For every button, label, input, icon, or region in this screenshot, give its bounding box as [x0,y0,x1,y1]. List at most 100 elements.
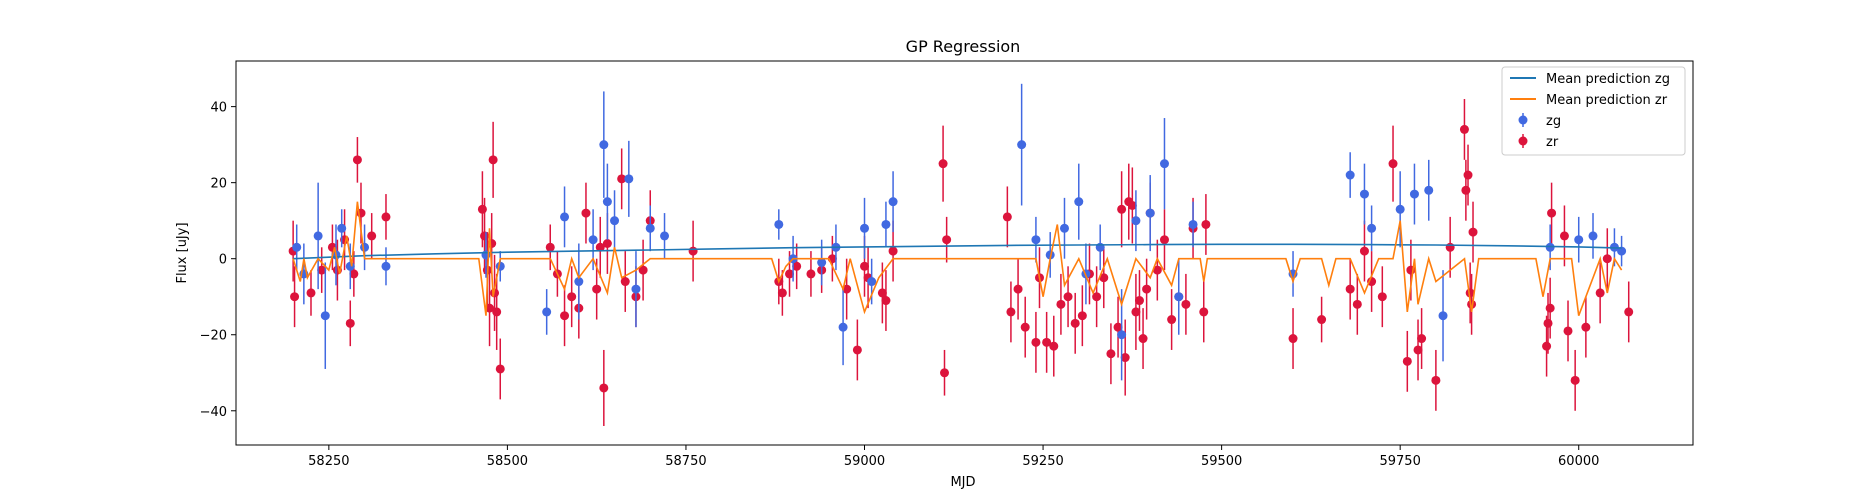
zr-data-point [785,269,795,279]
zg-data-point [337,223,347,233]
x-tick-label: 58750 [665,454,706,469]
zg-data-point [588,235,598,245]
zr-data-point [602,238,612,248]
zg-data-point [610,216,620,226]
zg-data-point [1367,223,1377,233]
zg-data-point [1395,204,1405,214]
zg-data-point [320,311,330,321]
zg-data-point [560,212,570,222]
zr-data-point [1117,204,1127,214]
zg-data-point [660,231,670,241]
zr-data-point [290,292,300,302]
zr-data-point [349,269,359,279]
zr-data-point [1106,349,1116,359]
zg-data-point [574,277,584,287]
zr-data-point [545,242,555,252]
zg-data-point [1159,159,1169,169]
legend-label-mean-zg: Mean prediction zg [1546,72,1670,87]
zr-data-point [1006,307,1016,317]
zg-data-point [631,284,641,294]
zr-data-point [688,246,698,256]
zr-data-point [495,364,505,374]
zg-data-point [1017,140,1027,150]
zr-data-point [1595,288,1605,298]
zr-data-point [1359,246,1369,256]
zr-data-point [888,246,898,256]
zr-data-point [1352,299,1362,309]
zg-data-point [1345,170,1355,180]
zg-data-point [1131,216,1141,226]
x-tick-label: 58500 [487,454,528,469]
zg-data-point [1174,292,1184,302]
zr-data-point [1468,227,1478,237]
zr-data-point [1377,292,1387,302]
zg-data-point [313,231,323,241]
series-line-mean-prediction-zg [293,243,1622,260]
zg-data-point [1438,311,1448,321]
zr-data-point [560,311,570,321]
zr-data-point [306,288,316,298]
legend: Mean prediction zg Mean prediction zr zg… [1501,66,1686,156]
zr-data-point [1467,299,1477,309]
zr-data-point [1134,296,1144,306]
zg-data-point [867,277,877,287]
zr-data-point [1181,299,1191,309]
zr-data-point [1445,242,1455,252]
zg-data-point [1424,185,1434,195]
zr-data-point [1547,208,1557,218]
zr-data-point [1431,375,1441,385]
zr-data-point [1459,124,1469,134]
zr-data-point [599,383,609,393]
plot-area [288,83,1634,426]
zg-data-point [1545,242,1555,252]
legend-label-mean-zr: Mean prediction zr [1546,93,1668,108]
zr-data-point [617,174,627,184]
zr-data-point [792,261,802,271]
zr-data-point [1113,322,1123,332]
x-tick-label: 59750 [1379,454,1420,469]
zr-data-point [1602,254,1612,264]
zr-data-point [1461,185,1471,195]
zg-data-point [360,242,370,252]
zg-data-point [292,242,302,252]
zg-data-point [624,174,634,184]
zr-data-point [1581,322,1591,332]
x-tick-label: 60000 [1558,454,1599,469]
zr-data-point [881,296,891,306]
zr-data-point [1624,307,1634,317]
zg-data-point [1059,223,1069,233]
zr-data-point [1127,200,1137,210]
zr-data-point [938,159,948,169]
zr-data-point [1345,284,1355,294]
zr-data-point [1063,292,1073,302]
legend-marker-zr-point [1518,136,1528,146]
x-tick-label: 59250 [1022,454,1063,469]
zr-data-point [1092,292,1102,302]
zr-data-point [352,155,362,165]
zr-data-point [1199,307,1209,317]
zr-data-point [1388,159,1398,169]
zg-data-point [1145,208,1155,218]
x-tick-label: 59500 [1201,454,1242,469]
zr-data-point [317,265,327,275]
zg-data-point [1617,246,1627,256]
zr-data-point [1563,326,1573,336]
y-axis-label: Flux [uJy] [175,222,190,283]
zg-data-point [599,140,609,150]
zr-data-point [1142,284,1152,294]
zr-data-point [1288,334,1298,344]
zg-data-point [1588,231,1598,241]
y-tick-label: 20 [210,177,227,192]
zr-data-point [485,303,495,313]
axes-frame [235,60,1694,446]
zr-data-point [806,269,816,279]
zg-data-point [774,219,784,229]
y-tick-label: 0 [219,253,227,268]
zr-data-point [345,318,355,328]
legend-marker-zg-point [1518,115,1528,125]
x-tick-label: 59000 [844,454,885,469]
zr-data-point [1543,318,1553,328]
zr-data-point [1099,273,1109,283]
zr-data-point [367,231,377,241]
